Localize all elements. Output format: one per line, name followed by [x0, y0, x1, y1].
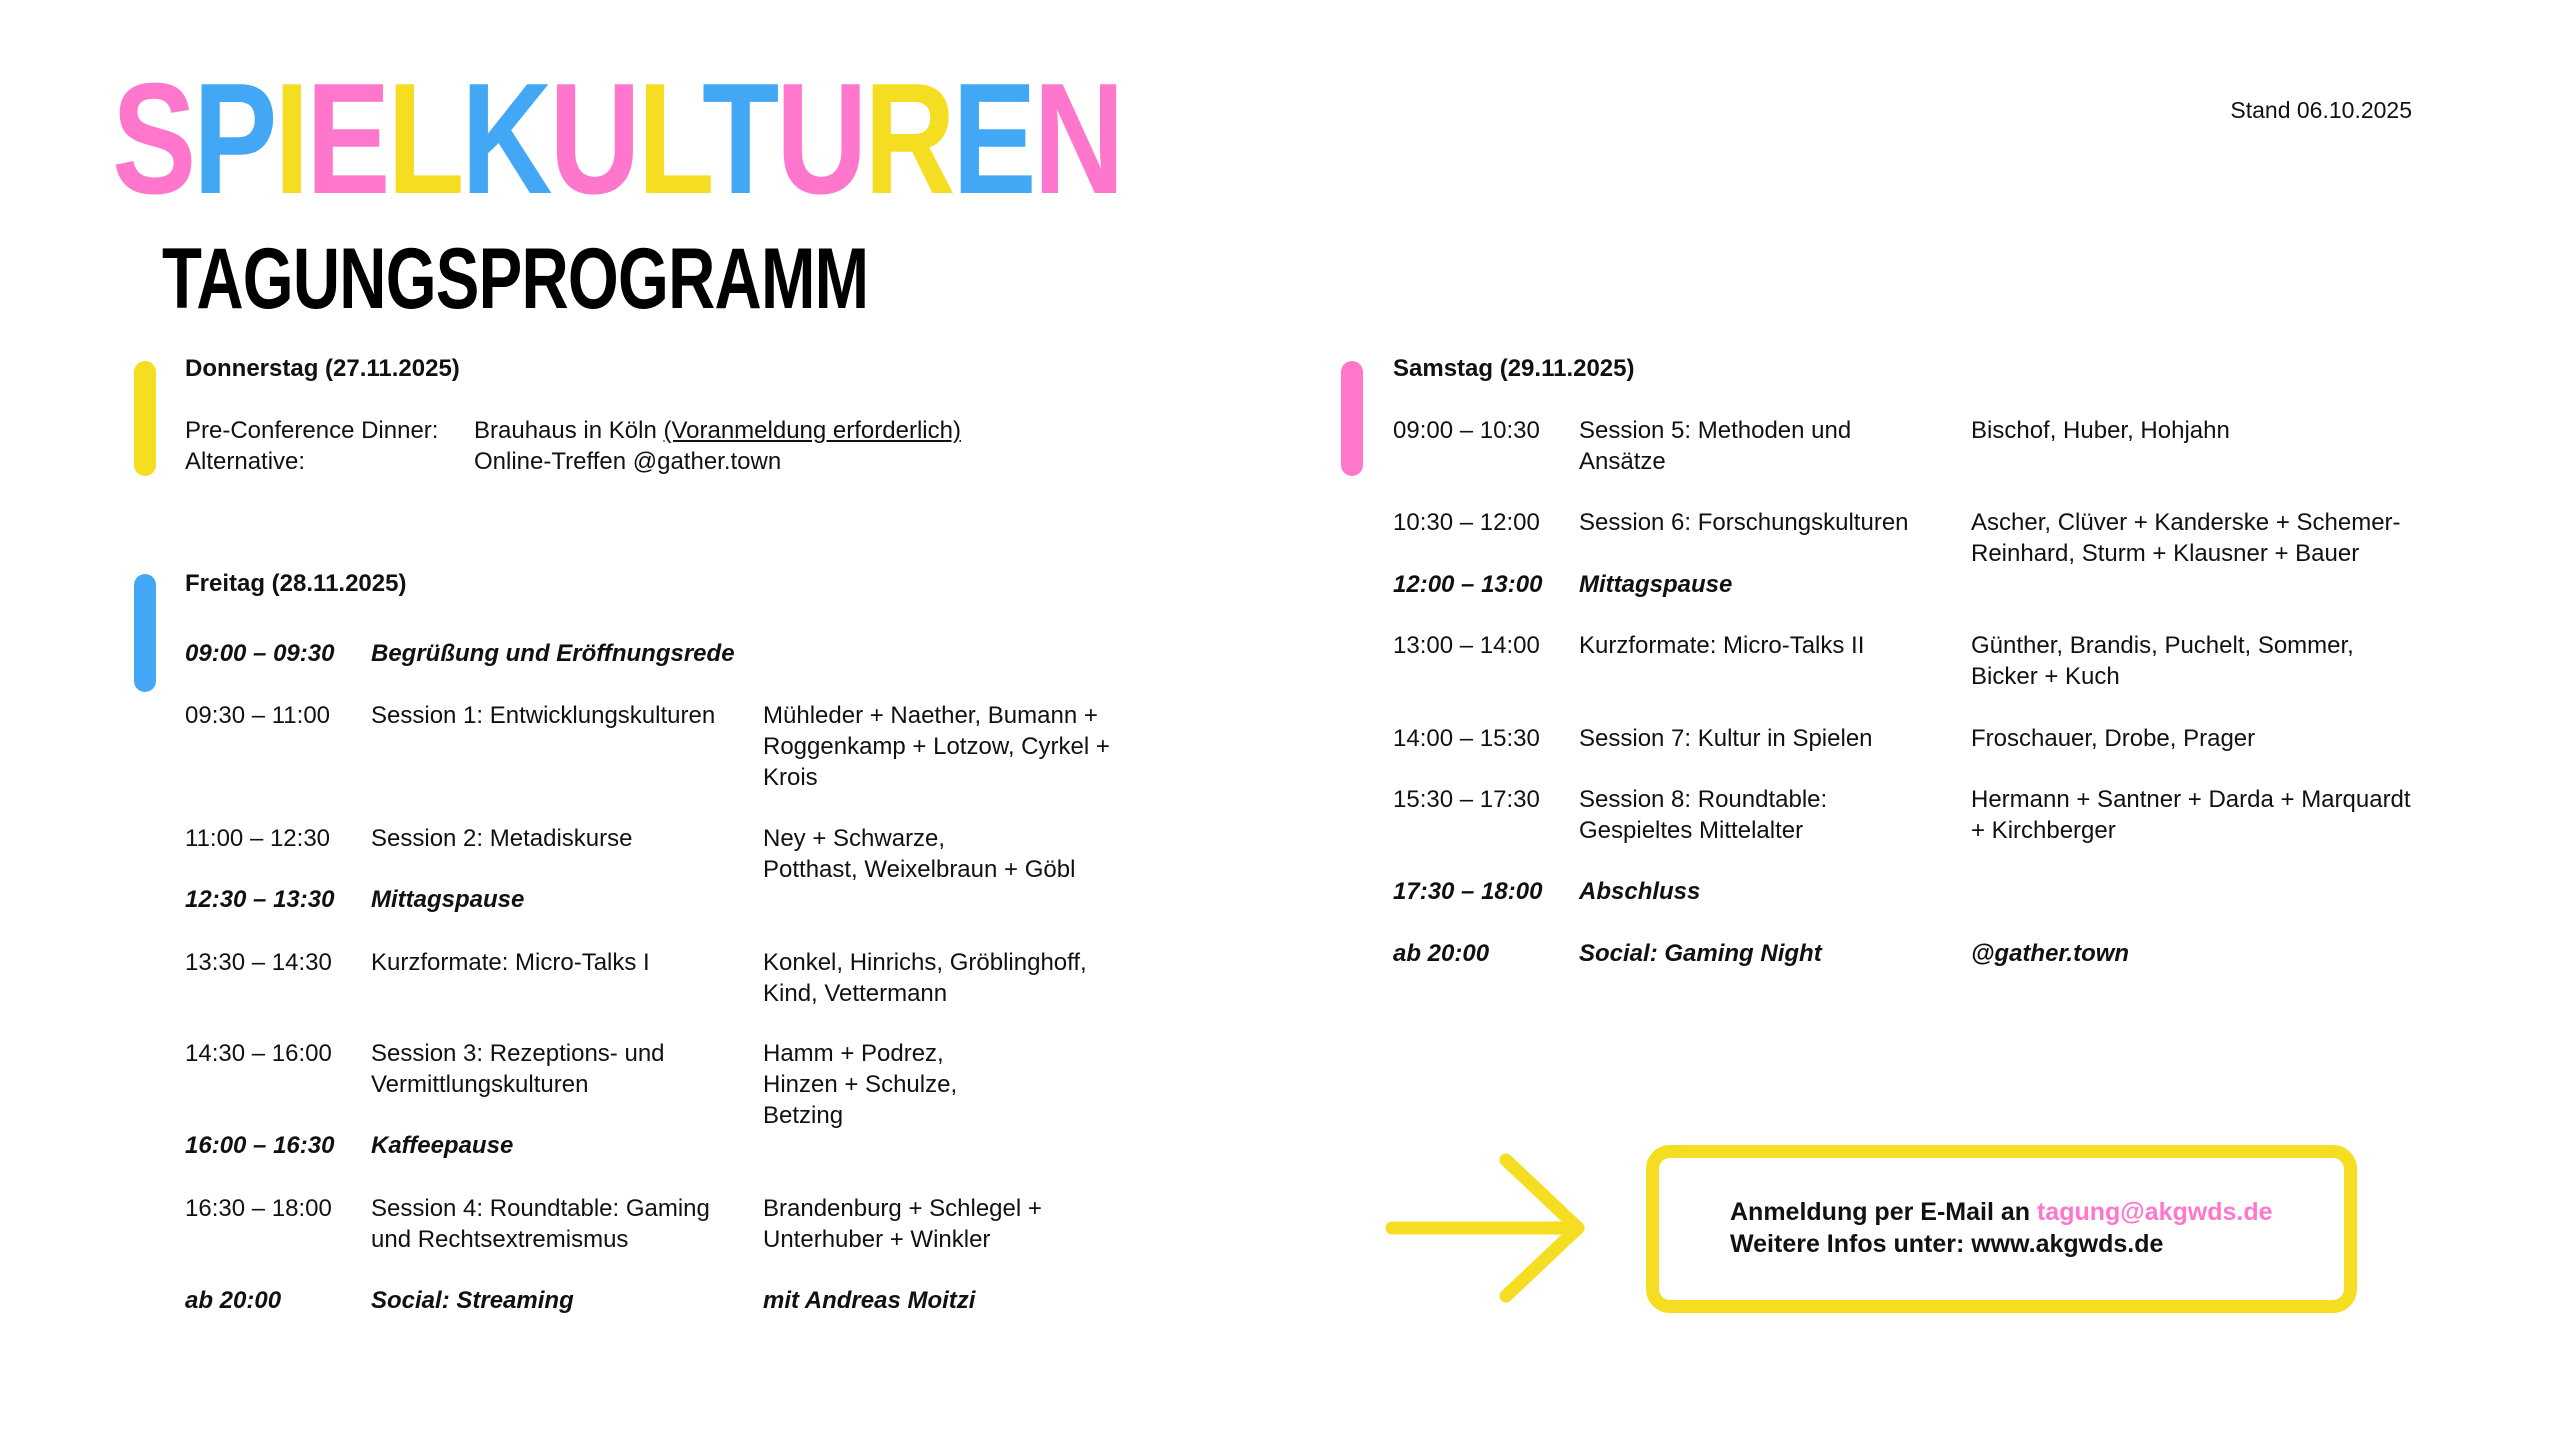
registration-required-link[interactable]: (Voranmeldung erforderlich) [663, 417, 961, 444]
schedule-title: Kurzformate: Micro-Talks I [371, 949, 650, 976]
schedule-time: 10:30 – 12:00 [1393, 509, 1540, 536]
title-letter: N [1033, 51, 1124, 227]
title-letter: R [864, 51, 955, 227]
schedule-time: 09:00 – 10:30 [1393, 417, 1540, 444]
title-letter: I [274, 51, 309, 227]
schedule-time: ab 20:00 [185, 1287, 282, 1314]
stand-date: Stand 06.10.2025 [2230, 97, 2412, 123]
schedule-time: 15:30 – 17:30 [1393, 786, 1540, 813]
schedule-time: 16:00 – 16:30 [185, 1132, 335, 1159]
schedule-title: Begrüßung und Eröffnungsrede [371, 640, 735, 667]
schedule-speakers: Ney + Schwarze, Potthast, Weixelbraun + … [763, 825, 1076, 883]
alternative-label: Alternative: [185, 448, 306, 475]
schedule-speakers: Günther, Brandis, Puchelt, Sommer, Bicke… [1971, 632, 2354, 690]
schedule-speakers: Froschauer, Drobe, Prager [1971, 725, 2256, 752]
title-letter: S [112, 51, 196, 227]
title-letter: K [461, 51, 552, 227]
schedule-title: Kaffeepause [371, 1132, 514, 1159]
schedule-time: 14:30 – 16:00 [185, 1040, 332, 1067]
title-letter: E [952, 51, 1036, 227]
dinner-label: Pre-Conference Dinner: [185, 417, 439, 444]
schedule-time: 09:30 – 11:00 [185, 702, 331, 729]
schedule-speakers: Mühleder + Naether, Bumann + Roggenkamp … [763, 702, 1110, 791]
dinner-value: Brauhaus in Köln (Voranmeldung erforderl… [474, 415, 961, 446]
schedule-speakers: Hamm + Podrez, Hinzen + Schulze, Betzing [763, 1040, 958, 1129]
dinner-location: Brauhaus in Köln [474, 417, 664, 444]
registration-line: Anmeldung per E-Mail an tagung@akgwds.de [1730, 1198, 2273, 1227]
schedule-time: 09:00 – 09:30 [185, 640, 335, 667]
schedule-speakers: Hermann + Santner + Darda + Marquardt + … [1971, 786, 2411, 844]
schedule-time: ab 20:00 [1393, 940, 1490, 967]
schedule-title: Mittagspause [371, 886, 525, 913]
title-letter: U [776, 51, 867, 227]
title-letter: U [549, 51, 640, 227]
schedule-speakers: mit Andreas Moitzi [763, 1287, 976, 1314]
schedule-speakers: Brandenburg + Schlegel + Unterhuber + Wi… [763, 1195, 1042, 1253]
registration-text: Anmeldung per E-Mail an [1730, 1198, 2037, 1226]
title-letter: E [306, 51, 390, 227]
title-letter: L [387, 51, 464, 227]
schedule-title: Mittagspause [1579, 571, 1733, 598]
registration-box [1646, 1145, 2357, 1313]
day-marker-thursday [134, 361, 156, 476]
schedule-title: Session 3: Rezeptions- und Vermittlungsk… [371, 1040, 665, 1098]
schedule-speakers: @gather.town [1971, 940, 2130, 967]
schedule-title: Session 6: Forschungskulturen [1579, 509, 1909, 536]
day-marker-saturday [1341, 361, 1363, 476]
title-letter: P [193, 51, 277, 227]
alternative-value: Online-Treffen @gather.town [474, 448, 782, 475]
schedule-time: 14:00 – 15:30 [1393, 725, 1540, 752]
event-title-logo: SPIELKULTUREN [112, 60, 1125, 218]
day-heading-thursday: Donnerstag (27.11.2025) [185, 355, 460, 382]
schedule-title: Session 5: Methoden und Ansätze [1579, 417, 1852, 475]
schedule-speakers: Bischof, Huber, Hohjahn [1971, 417, 2230, 444]
website-line: Weitere Infos unter: www.akgwds.de [1730, 1230, 2164, 1258]
schedule-speakers: Konkel, Hinrichs, Gröblinghoff, Kind, Ve… [763, 949, 1087, 1007]
schedule-title: Session 1: Entwicklungskulturen [371, 702, 716, 729]
schedule-time: 13:00 – 14:00 [1393, 632, 1540, 659]
schedule-time: 12:00 – 13:00 [1393, 571, 1543, 598]
day-marker-friday [134, 574, 156, 692]
schedule-title: Session 4: Roundtable: Gaming und Rechts… [371, 1195, 710, 1253]
schedule-title: Abschluss [1579, 878, 1701, 905]
title-letter: T [702, 51, 779, 227]
day-heading-saturday: Samstag (29.11.2025) [1393, 355, 1635, 382]
schedule-title: Session 7: Kultur in Spielen [1579, 725, 1873, 752]
registration-email-link[interactable]: tagung@akgwds.de [2036, 1198, 2273, 1226]
schedule-time: 17:30 – 18:00 [1393, 878, 1543, 905]
schedule-title: Kurzformate: Micro-Talks II [1579, 632, 1865, 659]
schedule-title: Session 8: Roundtable: Gespieltes Mittel… [1579, 786, 1828, 844]
schedule-title: Social: Streaming [371, 1287, 574, 1314]
schedule-time: 12:30 – 13:30 [185, 886, 335, 913]
schedule-time: 13:30 – 14:30 [185, 949, 332, 976]
schedule-speakers: Ascher, Clüver + Kanderske + Schemer- Re… [1971, 509, 2401, 567]
title-letter: L [637, 51, 705, 227]
arrow-right-icon [1385, 1153, 1585, 1303]
schedule-title: Session 2: Metadiskurse [371, 825, 633, 852]
page-title: TAGUNGSPROGRAMM [162, 231, 869, 327]
schedule-time: 16:30 – 18:00 [185, 1195, 332, 1222]
day-heading-friday: Freitag (28.11.2025) [185, 570, 407, 597]
schedule-title: Social: Gaming Night [1579, 940, 1822, 967]
schedule-time: 11:00 – 12:30 [185, 825, 331, 852]
